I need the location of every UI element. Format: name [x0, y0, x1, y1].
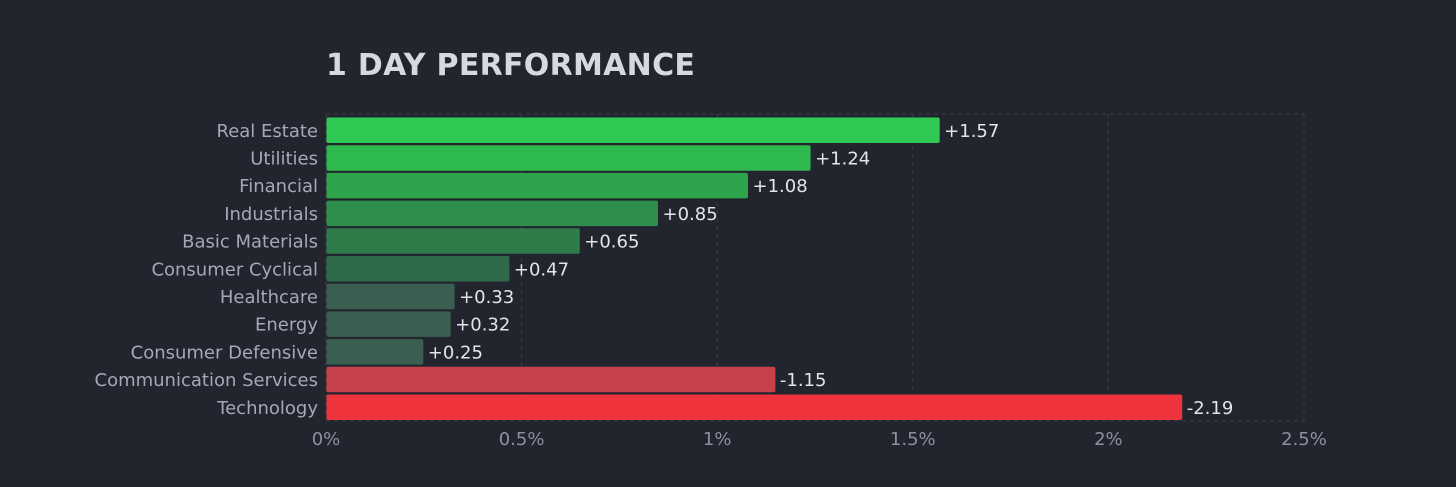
bar: [326, 172, 748, 199]
value-label: +1.24: [815, 148, 870, 169]
category-label: Healthcare: [220, 287, 318, 308]
value-label: +1.57: [944, 121, 999, 142]
category-label: Consumer Defensive: [131, 342, 318, 363]
labels: 0% 0.5% 1% 1.5% 2% 2.5% Real Estate +1.57 Utilit…: [95, 121, 1327, 450]
bar: [326, 228, 580, 254]
category-label: Technology: [216, 398, 318, 419]
value-label: -2.19: [1187, 398, 1234, 419]
category-label: Consumer Cyclical: [151, 259, 318, 280]
x-tick-label: 2.5%: [1281, 429, 1327, 450]
category-label: Real Estate: [217, 121, 319, 142]
category-label: Basic Materials: [182, 232, 318, 253]
category-label: Communication Services: [95, 370, 319, 391]
bar: [326, 200, 659, 227]
value-label: +0.32: [455, 315, 510, 336]
bar: [326, 311, 451, 337]
x-tick-label: 0%: [312, 429, 341, 450]
x-tick-label: 1.5%: [890, 429, 936, 450]
bar: [326, 256, 510, 282]
x-tick-label: 0.5%: [499, 429, 545, 450]
category-label: Energy: [255, 315, 318, 336]
category-label: Financial: [239, 176, 318, 197]
bar: [326, 283, 455, 310]
value-label: -1.15: [780, 370, 827, 391]
value-label: +0.25: [428, 342, 483, 363]
value-label: +0.85: [663, 204, 718, 225]
bar: [326, 339, 424, 365]
bar: [326, 117, 940, 143]
category-label: Industrials: [224, 204, 318, 225]
bar: [326, 366, 776, 393]
chart-title: 1 DAY PERFORMANCE: [326, 48, 696, 83]
x-tick-label: 2%: [1094, 429, 1123, 450]
bars: [326, 117, 1183, 420]
value-label: +0.65: [584, 232, 639, 253]
category-label: Utilities: [250, 148, 318, 169]
x-tick-label: 1%: [703, 429, 732, 450]
bar: [326, 394, 1183, 420]
value-label: +1.08: [752, 176, 807, 197]
value-label: +0.47: [514, 259, 569, 280]
bar: [326, 145, 811, 171]
value-label: +0.33: [459, 287, 514, 308]
